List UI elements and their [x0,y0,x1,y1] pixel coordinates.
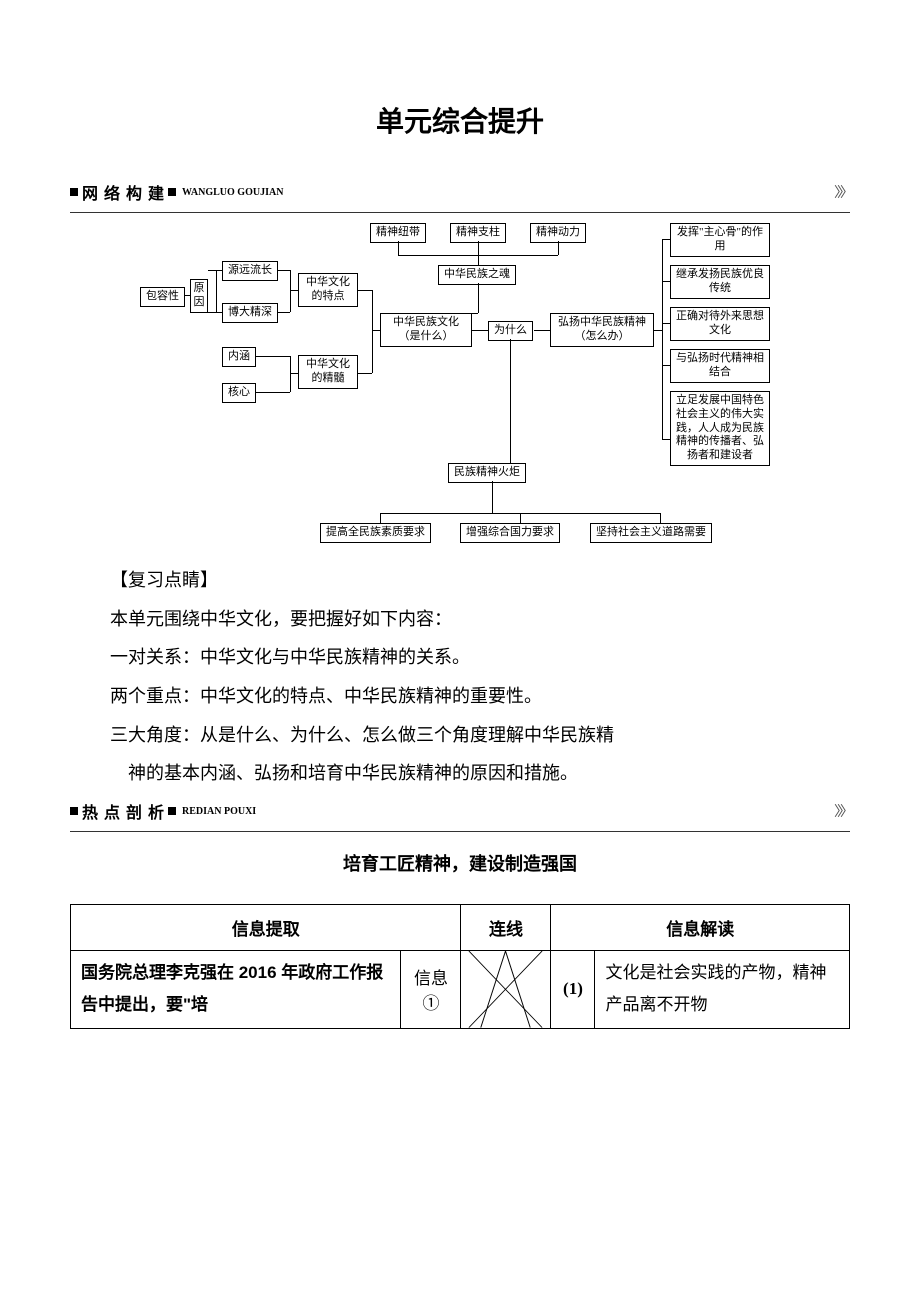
node-what: 中华民族文化（是什么） [380,313,472,347]
review-heading: 【复习点睛】 [74,561,846,600]
section-pinyin: WANGLUO GOUJIAN [182,187,283,198]
node-inherit-tradition: 继承发扬民族优良传统 [670,265,770,299]
node-era-spirit: 与弘扬时代精神相结合 [670,349,770,383]
node-foreign-culture: 正确对待外来思想文化 [670,307,770,341]
node-inclusive: 包容性 [140,287,185,307]
node-how: 弘扬中华民族精神（怎么办） [550,313,654,347]
table-row: 国务院总理李克强在 2016 年政府工作报告中提出，要"培 信息① (1) 文化… [71,951,850,1029]
node-practice: 立足发展中国特色社会主义的伟大实践，人人成为民族精神的传播者、弘扬者和建设者 [670,391,770,466]
node-connotation: 内涵 [222,347,256,367]
node-core-role: 发挥"主心骨"的作用 [670,223,770,257]
cell-interp: 文化是社会实践的产物，精神产品离不开物 [595,951,850,1029]
bullet-square [70,807,78,815]
cell-extract: 国务院总理李克强在 2016 年政府工作报告中提出，要"培 [71,951,401,1029]
section-cn: 热点剖析 [82,799,170,823]
node-essence: 中华文化的精髓 [298,355,358,389]
node-profound: 博大精深 [222,303,278,323]
section-pinyin: REDIAN POUXI [182,806,256,817]
node-core: 核心 [222,383,256,403]
node-culture-feature: 中华文化的特点 [298,273,358,307]
node-spirit-bond: 精神纽带 [370,223,426,243]
section-cn: 网络构建 [82,180,170,204]
divider [70,212,850,213]
review-p4: 三大角度：从是什么、为什么、怎么做三个角度理解中华民族精 [74,716,846,755]
th-link: 连线 [461,905,551,951]
table-header-row: 信息提取 连线 信息解读 [71,905,850,951]
cell-num: (1) [551,951,595,1029]
node-reason: 原因 [190,279,208,313]
node-why: 为什么 [488,321,533,341]
node-torch: 民族精神火炬 [448,463,526,483]
review-p4b: 神的基本内涵、弘扬和培育中华民族精神的原因和措施。 [74,754,846,793]
chevron-right-icon: 〉〉〉 [834,801,850,821]
node-quality: 提高全民族素质要求 [320,523,431,543]
review-text: 【复习点睛】 本单元围绕中华文化，要把握好如下内容： 一对关系：中华文化与中华民… [70,561,850,793]
node-long-history: 源远流长 [222,261,278,281]
node-spirit-pillar: 精神支柱 [450,223,506,243]
cell-signal: 信息① [401,951,461,1029]
node-socialist-road: 坚持社会主义道路需要 [590,523,712,543]
info-table: 信息提取 连线 信息解读 国务院总理李克强在 2016 年政府工作报告中提出，要… [70,904,850,1029]
bullet-square [168,807,176,815]
chevron-right-icon: 〉〉〉 [834,182,850,202]
th-interp: 信息解读 [551,905,850,951]
section-header-network: 网络构建 WANGLUO GOUJIAN 〉〉〉 [70,180,850,204]
hotspot-subheading: 培育工匠精神，建设制造强国 [70,850,850,876]
th-extract: 信息提取 [71,905,461,951]
node-spirit-power: 精神动力 [530,223,586,243]
bullet-square [168,188,176,196]
section-header-hotspot: 热点剖析 REDIAN POUXI 〉〉〉 [70,799,850,823]
bullet-square [70,188,78,196]
page-title: 单元综合提升 [70,100,850,140]
node-soul: 中华民族之魂 [438,265,516,285]
review-p1: 本单元围绕中华文化，要把握好如下内容： [74,600,846,639]
review-p2: 一对关系：中华文化与中华民族精神的关系。 [74,638,846,677]
node-national-power: 增强综合国力要求 [460,523,560,543]
cross-lines-icon [461,951,550,1028]
concept-flowchart: 精神纽带 精神支柱 精神动力 发挥"主心骨"的作用 继承发扬民族优良传统 正确对… [140,223,780,553]
review-p3: 两个重点：中华文化的特点、中华民族精神的重要性。 [74,677,846,716]
cell-link-lines [461,951,551,1029]
divider [70,831,850,832]
